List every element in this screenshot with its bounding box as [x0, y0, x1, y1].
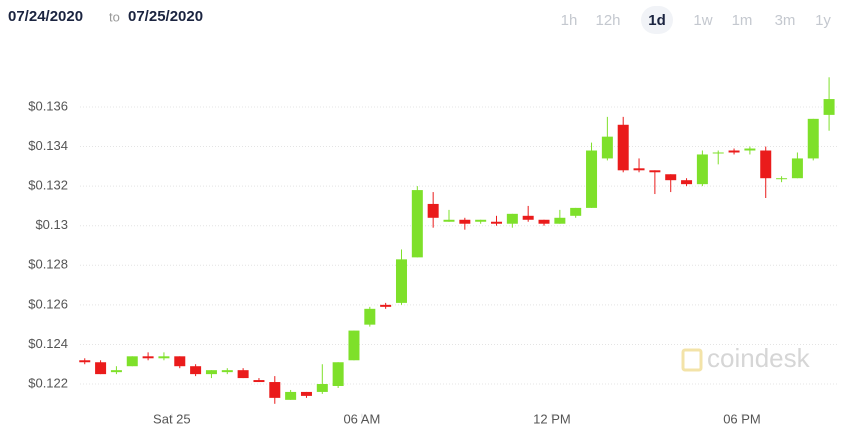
- candle-body: [300, 391, 312, 396]
- y-tick-label: $0.122: [28, 375, 68, 390]
- x-tick-label: 06 AM: [343, 411, 380, 426]
- candle-body: [649, 170, 661, 173]
- candle-body: [269, 382, 281, 398]
- candle-body: [681, 180, 693, 185]
- x-tick-label: 12 PM: [533, 411, 571, 426]
- candle-body: [364, 308, 376, 325]
- candle-body: [776, 178, 788, 180]
- candle-body: [807, 118, 819, 159]
- candle-body: [443, 219, 455, 222]
- candle-body: [190, 366, 202, 375]
- candle-body: [380, 304, 392, 307]
- candle-body: [174, 356, 186, 367]
- candle-body: [696, 154, 708, 185]
- candle-body: [617, 124, 629, 171]
- candle-body: [221, 370, 233, 373]
- candle-body: [126, 356, 138, 367]
- x-tick-label: Sat 25: [153, 411, 191, 426]
- y-tick-label: $0.124: [28, 336, 68, 351]
- candle-body: [744, 148, 756, 151]
- candle-body: [491, 221, 503, 224]
- candle-body: [586, 150, 598, 208]
- y-tick-label: $0.136: [28, 98, 68, 113]
- candle-body: [332, 362, 344, 386]
- candle-body: [522, 215, 534, 220]
- range-button[interactable]: 3m: [775, 12, 796, 29]
- candle-body: [253, 380, 265, 383]
- candle-body: [665, 174, 677, 181]
- candle-body: [728, 150, 740, 153]
- y-tick-label: $0.128: [28, 257, 68, 272]
- candle-body: [459, 219, 471, 224]
- candle-body: [285, 391, 297, 400]
- candle-body: [760, 150, 772, 179]
- candle-body: [823, 99, 835, 115]
- candle-body: [411, 190, 423, 258]
- candle-body: [601, 136, 613, 159]
- candle-body: [712, 152, 724, 154]
- range-button[interactable]: 1y: [815, 12, 831, 29]
- range-button[interactable]: 1d: [648, 12, 666, 29]
- watermark-logo: [681, 348, 703, 372]
- range-button[interactable]: 1m: [732, 12, 753, 29]
- candle-body: [791, 158, 803, 179]
- date-separator: to: [109, 9, 120, 24]
- candle-body: [205, 370, 217, 375]
- y-tick-label: $0.13: [35, 217, 68, 232]
- x-tick-label: 06 PM: [723, 411, 761, 426]
- y-tick-label: $0.132: [28, 178, 68, 193]
- range-button[interactable]: 1w: [693, 12, 712, 29]
- candle-body: [395, 259, 407, 303]
- y-tick-label: $0.134: [28, 138, 68, 153]
- candle-body: [570, 207, 582, 216]
- range-button[interactable]: 1h: [561, 12, 578, 29]
- candle-body: [633, 168, 645, 171]
- range-active-bg: [641, 6, 673, 34]
- candle-body: [237, 370, 249, 379]
- candle-body: [158, 356, 170, 359]
- candle-body: [95, 362, 107, 375]
- candle-body: [79, 360, 91, 363]
- candle-body: [348, 330, 360, 361]
- candle-body: [110, 370, 122, 373]
- range-button[interactable]: 12h: [595, 12, 620, 29]
- end-date: 07/25/2020: [128, 8, 203, 25]
- watermark: coindesk: [707, 343, 811, 373]
- candle-body: [142, 356, 154, 359]
- candle-body: [538, 219, 550, 224]
- candle-body: [506, 213, 518, 224]
- candle-body: [554, 217, 566, 224]
- y-tick-label: $0.126: [28, 296, 68, 311]
- candle-body: [316, 384, 328, 392]
- start-date: 07/24/2020: [8, 8, 83, 25]
- candle-body: [427, 203, 439, 218]
- candle-body: [475, 219, 487, 222]
